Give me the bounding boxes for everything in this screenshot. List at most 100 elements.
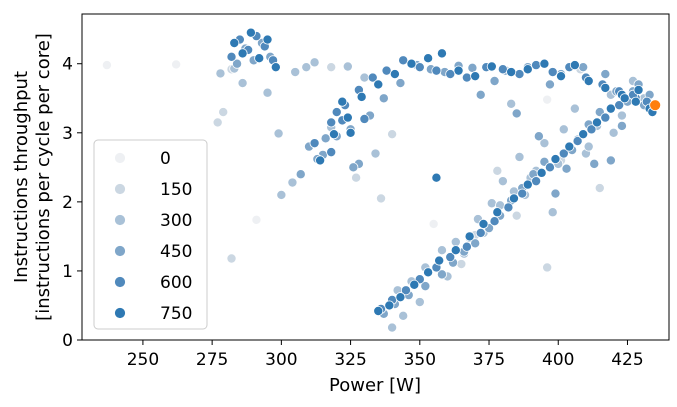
point-750 bbox=[578, 129, 589, 140]
x-tick-label: 375 bbox=[473, 350, 505, 370]
point-750 bbox=[436, 48, 447, 59]
x-tick-label: 400 bbox=[542, 350, 574, 370]
point-450 bbox=[511, 108, 522, 119]
legend-marker bbox=[114, 152, 126, 164]
point-750 bbox=[406, 58, 417, 69]
point-750 bbox=[409, 279, 420, 290]
point-600 bbox=[431, 65, 442, 76]
legend-marker bbox=[114, 183, 126, 195]
point-450 bbox=[600, 69, 611, 80]
point-600 bbox=[461, 72, 472, 83]
point-450 bbox=[348, 162, 359, 173]
point-300 bbox=[309, 57, 320, 68]
point-300 bbox=[547, 207, 558, 218]
legend-frame bbox=[93, 139, 208, 330]
point-600 bbox=[400, 285, 411, 296]
point-450 bbox=[395, 78, 406, 89]
point-300 bbox=[497, 176, 508, 187]
point-150 bbox=[326, 62, 337, 73]
point-600 bbox=[572, 136, 583, 147]
y-axis-label-line-2: [instructions per cycle per core] bbox=[33, 33, 54, 321]
point-450 bbox=[378, 93, 389, 104]
point-750 bbox=[470, 71, 481, 82]
point-750 bbox=[522, 179, 533, 190]
point-300 bbox=[370, 148, 381, 159]
point-0 bbox=[101, 60, 112, 71]
legend-marker bbox=[114, 245, 126, 257]
point-150 bbox=[594, 183, 605, 194]
point-750 bbox=[492, 207, 503, 218]
point-750 bbox=[583, 75, 594, 86]
point-750 bbox=[478, 218, 489, 229]
point-600 bbox=[544, 162, 555, 173]
point-150 bbox=[226, 253, 237, 264]
point-450 bbox=[232, 58, 243, 69]
y-tick-label: 3 bbox=[62, 124, 73, 144]
x-tick-label: 425 bbox=[611, 350, 643, 370]
point-750 bbox=[328, 129, 339, 140]
point-600 bbox=[414, 62, 425, 73]
point-300 bbox=[237, 78, 248, 89]
x-tick-label: 300 bbox=[265, 350, 297, 370]
y-axis-label-line-1: Instructions throughput bbox=[11, 71, 32, 283]
point-150 bbox=[456, 259, 467, 270]
point-300 bbox=[436, 245, 447, 256]
point-0 bbox=[171, 59, 182, 70]
point-750 bbox=[229, 38, 240, 49]
point-750 bbox=[245, 27, 256, 38]
highlight-point bbox=[649, 99, 662, 112]
point-450 bbox=[578, 62, 589, 73]
x-axis-label: Power [W] bbox=[329, 375, 421, 396]
legend-label: 0 bbox=[160, 149, 171, 169]
point-600 bbox=[600, 112, 611, 123]
point-750 bbox=[450, 245, 461, 256]
point-450 bbox=[561, 163, 572, 174]
point-600 bbox=[331, 107, 342, 118]
point-150 bbox=[542, 262, 553, 273]
point-300 bbox=[414, 297, 425, 308]
point-600 bbox=[517, 188, 528, 199]
point-300 bbox=[539, 138, 550, 149]
point-750 bbox=[423, 53, 434, 64]
point-450 bbox=[320, 133, 331, 144]
point-600 bbox=[475, 227, 486, 238]
point-750 bbox=[389, 69, 400, 80]
point-300 bbox=[359, 72, 370, 83]
point-0 bbox=[251, 214, 262, 225]
point-450 bbox=[420, 281, 431, 292]
point-600 bbox=[461, 241, 472, 252]
point-750 bbox=[630, 96, 641, 107]
point-300 bbox=[608, 127, 619, 138]
point-300 bbox=[301, 62, 312, 73]
point-750 bbox=[356, 91, 367, 102]
point-150 bbox=[387, 129, 398, 140]
point-750 bbox=[423, 267, 434, 278]
point-600 bbox=[367, 72, 378, 83]
point-600 bbox=[614, 100, 625, 111]
point-300 bbox=[486, 198, 497, 209]
point-750 bbox=[262, 34, 273, 45]
point-750 bbox=[550, 154, 561, 165]
legend-label: 600 bbox=[160, 273, 192, 293]
legend-label: 300 bbox=[160, 211, 192, 231]
point-300 bbox=[262, 87, 273, 98]
point-600 bbox=[381, 65, 392, 76]
point-600 bbox=[398, 55, 409, 66]
point-750 bbox=[556, 71, 567, 82]
point-300 bbox=[514, 151, 525, 162]
data-points bbox=[101, 27, 662, 333]
point-750 bbox=[605, 103, 616, 114]
point-750 bbox=[373, 79, 384, 90]
point-150 bbox=[511, 210, 522, 221]
point-0 bbox=[428, 218, 439, 229]
legend-marker bbox=[114, 307, 126, 319]
point-450 bbox=[533, 131, 544, 142]
point-600 bbox=[586, 124, 597, 135]
point-750 bbox=[486, 61, 497, 72]
point-600 bbox=[514, 69, 525, 80]
legend-label: 150 bbox=[160, 180, 192, 200]
point-450 bbox=[616, 120, 627, 131]
point-750 bbox=[569, 60, 580, 71]
y-tick-label: 0 bbox=[62, 331, 73, 351]
